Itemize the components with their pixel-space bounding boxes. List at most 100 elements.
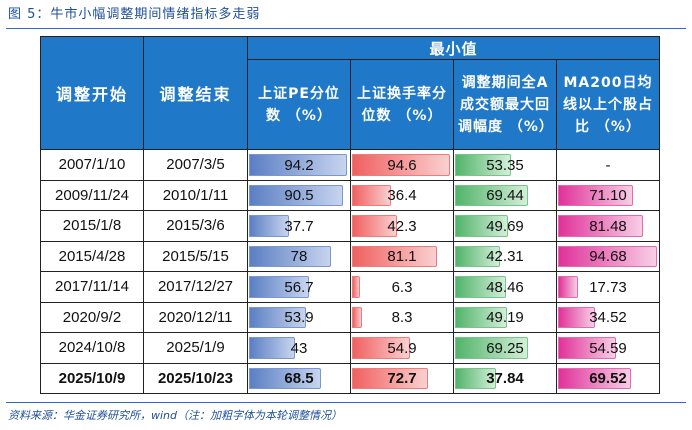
cell-start-date: 2017/11/14 xyxy=(40,271,144,303)
cell-drawdown: 42.31 xyxy=(453,240,557,272)
header-max-drawdown: 调整期间全A成交额最大回调幅度 （%） xyxy=(453,59,557,150)
table-row: 2015/4/28 2015/5/15 78 81.1 42.31 94.68 xyxy=(40,240,660,272)
turnover-bar xyxy=(352,337,410,359)
pe-value: 37.7 xyxy=(284,217,314,235)
bottom-rule xyxy=(6,402,686,403)
cell-turnover: 81.1 xyxy=(350,240,454,272)
ma200-value: 69.52 xyxy=(589,370,627,388)
sentiment-table: 调整开始 调整结束 最小值 上证PE分位数 （%） 上证换手率分位数 （%） 调… xyxy=(40,36,660,394)
pe-value: 43 xyxy=(290,339,308,357)
ma200-value: 71.10 xyxy=(589,187,627,205)
figure-title: 图 5：牛市小幅调整期间情绪指标多走弱 xyxy=(8,7,261,22)
cell-pe: 94.2 xyxy=(247,149,351,181)
cell-turnover: 94.6 xyxy=(350,149,454,181)
table-row: 2015/1/8 2015/3/6 37.7 42.3 49.69 81.48 xyxy=(40,210,660,242)
cell-turnover: 6.3 xyxy=(350,271,454,303)
turnover-bar xyxy=(352,154,451,176)
header-start: 调整开始 xyxy=(40,36,144,150)
ma200-bar xyxy=(558,306,596,328)
drawdown-bar xyxy=(455,306,508,328)
table-row: 2017/11/14 2017/12/27 56.7 6.3 48.46 17.73 xyxy=(40,271,660,303)
cell-drawdown: 48.46 xyxy=(453,271,557,303)
cell-turnover: 54.9 xyxy=(350,332,454,364)
table-row: 2009/11/24 2010/1/11 90.5 36.4 69.44 71.10 xyxy=(40,179,660,211)
top-rule xyxy=(6,28,686,29)
cell-drawdown: 49.19 xyxy=(453,301,557,333)
cell-turnover: 36.4 xyxy=(350,179,454,211)
cell-end-date: 2025/1/9 xyxy=(143,332,248,364)
cell-ma200: 34.52 xyxy=(556,301,660,333)
pe-bar xyxy=(249,337,295,359)
header-min-group: 最小值 xyxy=(247,36,660,60)
cell-ma200: - xyxy=(556,149,660,181)
pe-value: 53.9 xyxy=(284,309,314,327)
ma200-bar xyxy=(558,276,579,298)
turnover-value: 72.7 xyxy=(387,370,417,388)
turnover-bar xyxy=(352,245,437,267)
cell-ma200: 17.73 xyxy=(556,271,660,303)
cell-ma200: 71.10 xyxy=(556,179,660,211)
ma200-bar xyxy=(558,337,616,359)
turnover-bar xyxy=(352,367,429,389)
cell-end-date: 2010/1/11 xyxy=(143,179,248,211)
cell-turnover: 42.3 xyxy=(350,210,454,242)
turnover-value: 8.3 xyxy=(391,309,413,327)
ma200-bar xyxy=(558,184,633,206)
pe-bar xyxy=(249,154,348,176)
ma200-bar xyxy=(558,367,631,389)
ma200-value: 34.52 xyxy=(589,309,627,327)
header-turnover-percentile: 上证换手率分位数 （%） xyxy=(350,59,454,150)
cell-turnover: 72.7 xyxy=(350,362,454,394)
turnover-bar xyxy=(352,215,398,237)
drawdown-bar xyxy=(455,215,508,237)
turnover-value: 42.3 xyxy=(387,217,417,235)
cell-drawdown: 69.44 xyxy=(453,179,557,211)
header-end: 调整结束 xyxy=(143,36,248,150)
cell-start-date: 2024/10/8 xyxy=(40,332,144,364)
pe-value: 90.5 xyxy=(284,187,314,205)
pe-value: 94.2 xyxy=(284,156,314,174)
drawdown-value: 69.44 xyxy=(486,187,524,205)
cell-ma200: 54.59 xyxy=(556,332,660,364)
source-note: 资料来源：华金证券研究所，wind（注：加粗字体为本轮调整情况） xyxy=(8,409,343,422)
cell-start-date: 2007/1/10 xyxy=(40,149,144,181)
cell-end-date: 2017/12/27 xyxy=(143,271,248,303)
turnover-bar xyxy=(352,306,363,328)
drawdown-value: 49.69 xyxy=(486,217,524,235)
pe-value: 56.7 xyxy=(284,278,314,296)
cell-end-date: 2020/12/11 xyxy=(143,301,248,333)
drawdown-value: 49.19 xyxy=(486,309,524,327)
drawdown-value: 48.46 xyxy=(486,278,524,296)
cell-pe: 37.7 xyxy=(247,210,351,242)
drawdown-bar xyxy=(455,184,528,206)
table-row: 2020/9/2 2020/12/11 53.9 8.3 49.19 34.52 xyxy=(40,301,660,333)
cell-start-date: 2025/10/9 xyxy=(40,362,144,394)
drawdown-bar xyxy=(455,245,501,267)
cell-pe: 53.9 xyxy=(247,301,351,333)
cell-start-date: 2009/11/24 xyxy=(40,179,144,211)
cell-start-date: 2020/9/2 xyxy=(40,301,144,333)
drawdown-bar xyxy=(455,337,528,359)
ma200-value: - xyxy=(605,156,611,174)
pe-value: 68.5 xyxy=(284,370,314,388)
cell-pe: 56.7 xyxy=(247,271,351,303)
pe-bar xyxy=(249,184,344,206)
cell-start-date: 2015/4/28 xyxy=(40,240,144,272)
cell-end-date: 2025/10/23 xyxy=(143,362,248,394)
turnover-value: 54.9 xyxy=(387,339,417,357)
ma200-value: 54.59 xyxy=(589,339,627,357)
drawdown-bar xyxy=(455,154,512,176)
turnover-value: 36.4 xyxy=(387,187,417,205)
turnover-value: 6.3 xyxy=(391,278,413,296)
drawdown-bar xyxy=(455,367,496,389)
header-ma200-share: MA200日均线以上个股占比 （%） xyxy=(556,59,660,150)
header-pe-percentile: 上证PE分位数 （%） xyxy=(247,59,351,150)
turnover-value: 81.1 xyxy=(387,248,417,266)
pe-bar xyxy=(249,215,290,237)
cell-ma200: 69.52 xyxy=(556,362,660,394)
cell-pe: 90.5 xyxy=(247,179,351,211)
cell-ma200: 81.48 xyxy=(556,210,660,242)
cell-drawdown: 69.25 xyxy=(453,332,557,364)
drawdown-value: 53.35 xyxy=(486,156,524,174)
turnover-value: 94.6 xyxy=(387,156,417,174)
